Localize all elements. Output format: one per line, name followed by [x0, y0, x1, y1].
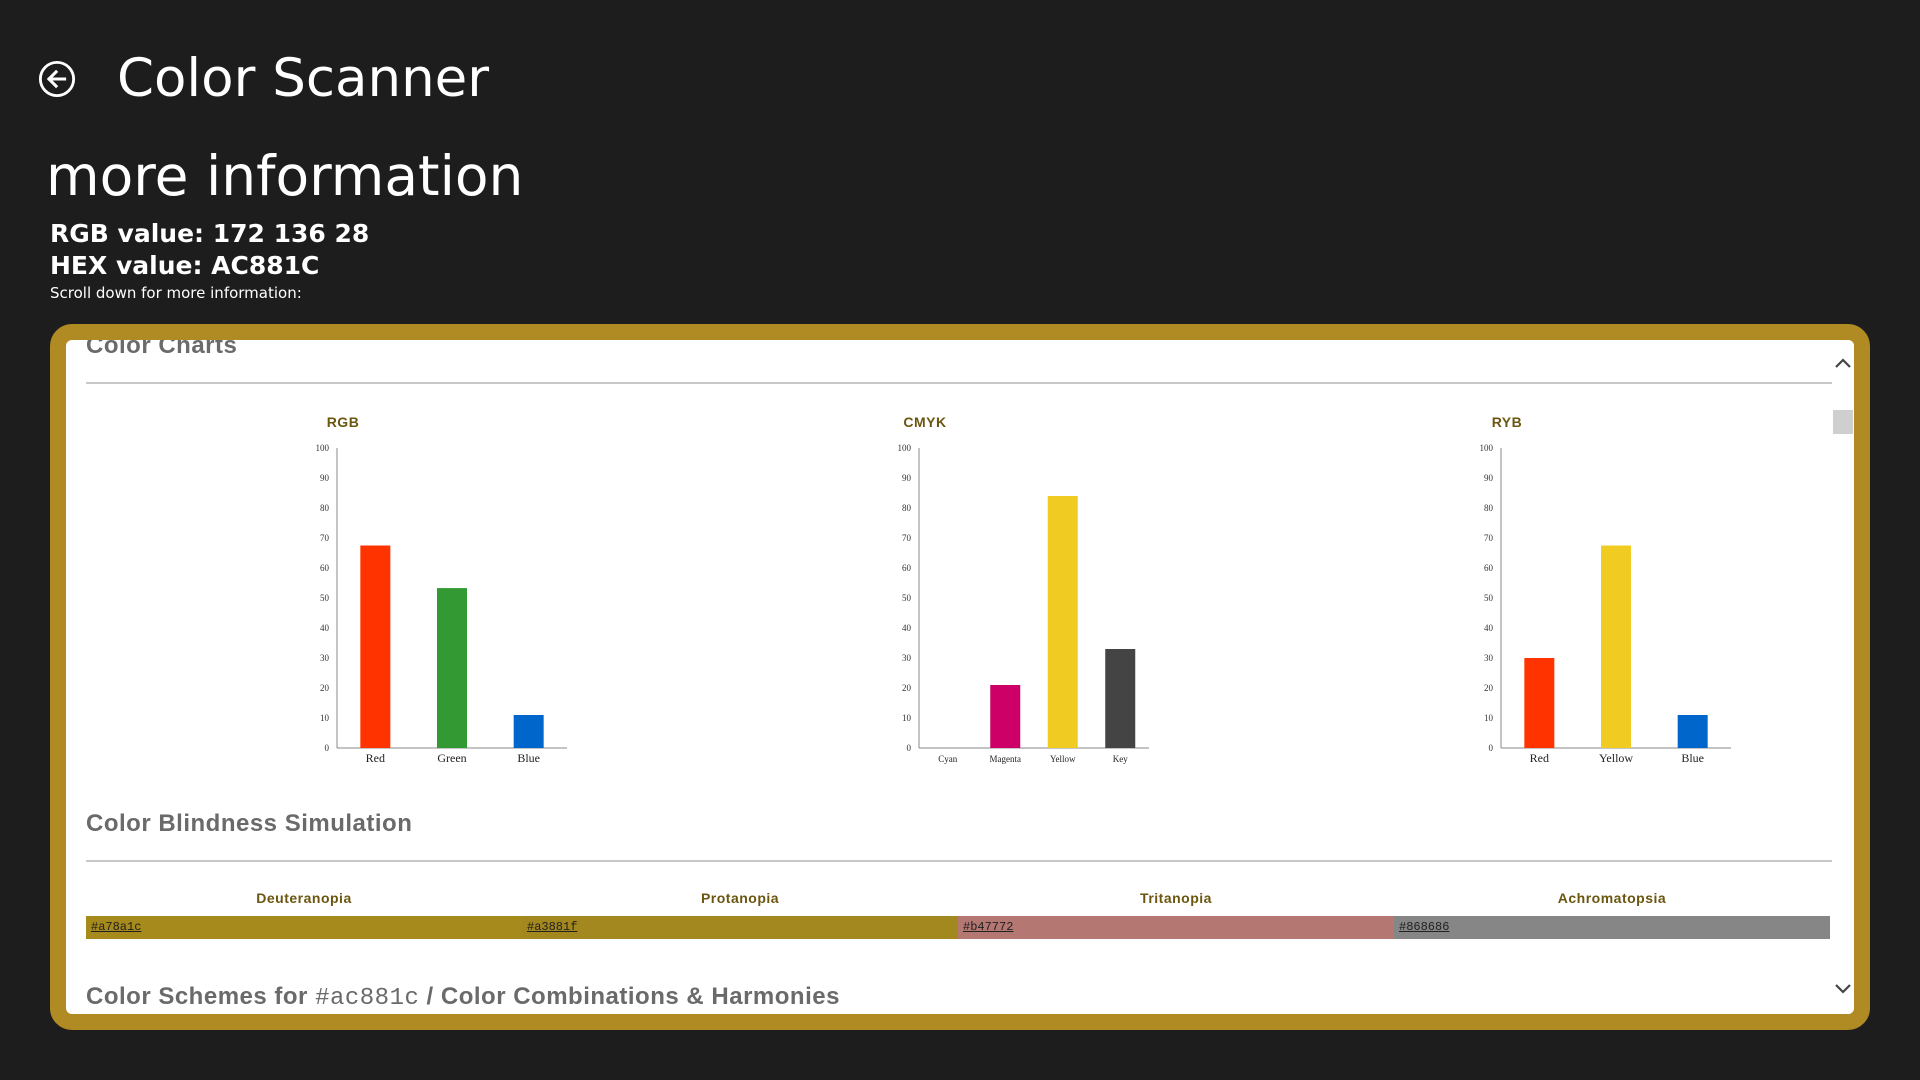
bar-key — [1105, 649, 1136, 748]
y-tick-label: 10 — [320, 713, 330, 723]
y-tick-label: 50 — [320, 593, 330, 603]
rgb-value-text: RGB value: 172 136 28 — [50, 219, 370, 248]
y-tick-label: 0 — [1489, 743, 1494, 753]
bar-blue — [513, 715, 544, 748]
y-tick-label: 100 — [898, 443, 912, 453]
bar-yellow — [1047, 496, 1078, 748]
scroll-hint-text: Scroll down for more information: — [50, 284, 302, 302]
y-tick-label: 0 — [325, 743, 330, 753]
cb-hex-link[interactable]: #a78a1c — [91, 920, 142, 934]
scroll-down-button[interactable] — [1832, 978, 1854, 1000]
x-tick-label: Red — [366, 751, 385, 765]
cb-hex-link[interactable]: #b47772 — [963, 920, 1014, 934]
y-tick-label: 100 — [1480, 443, 1494, 453]
section-title-color-charts: Color Charts — [86, 340, 238, 359]
y-tick-label: 50 — [1484, 593, 1494, 603]
y-tick-label: 20 — [320, 683, 330, 693]
vertical-scrollbar[interactable] — [1832, 340, 1854, 1014]
chevron-up-icon — [1835, 358, 1851, 368]
y-tick-label: 40 — [320, 623, 330, 633]
cb-hex-link[interactable]: #a3881f — [527, 920, 578, 934]
cb-swatch-deuteranopia: #a78a1c — [86, 916, 522, 939]
info-content[interactable]: Color Charts RGB 0 10 20 30 40 50 60 70 80 90 100 R… — [66, 340, 1848, 1014]
cb-heading-protanopia: Protanopia — [700, 890, 780, 906]
chart-cmyk: 0 10 20 30 40 50 60 70 80 90 100 Cyan Magenta Yellow K… — [898, 443, 1149, 764]
y-tick-label: 0 — [907, 743, 912, 753]
y-tick-label: 70 — [320, 533, 330, 543]
y-tick-label: 60 — [1484, 563, 1494, 573]
bar-blue — [1677, 715, 1708, 748]
y-tick-label: 30 — [320, 653, 330, 663]
x-tick-label: Cyan — [938, 754, 957, 764]
schemes-suffix: / Color Combinations & Harmonies — [419, 983, 840, 1010]
bar-red — [1524, 658, 1555, 748]
hex-value-text: HEX value: AC881C — [50, 251, 320, 280]
y-tick-label: 20 — [902, 683, 912, 693]
y-tick-label: 20 — [1484, 683, 1494, 693]
y-tick-label: 90 — [902, 473, 912, 483]
section-title-color-schemes: Color Schemes for #ac881c / Color Combin… — [86, 983, 840, 1012]
y-tick-label: 70 — [902, 533, 912, 543]
section-divider — [86, 860, 1848, 862]
x-tick-label: Green — [437, 751, 466, 765]
chevron-down-icon — [1835, 984, 1851, 994]
x-tick-label: Yellow — [1599, 751, 1633, 765]
y-tick-label: 10 — [902, 713, 912, 723]
cb-swatch-achromatopsia: #868686 — [1394, 916, 1830, 939]
y-tick-label: 80 — [320, 503, 330, 513]
cb-swatch-tritanopia: #b47772 — [958, 916, 1394, 939]
section-divider — [86, 382, 1848, 384]
schemes-prefix: Color Schemes for — [86, 983, 316, 1010]
y-tick-label: 90 — [1484, 473, 1494, 483]
bar-yellow — [1601, 545, 1631, 748]
cb-heading-deuteranopia: Deuteranopia — [256, 890, 352, 906]
y-tick-label: 30 — [902, 653, 912, 663]
y-tick-label: 70 — [1484, 533, 1494, 543]
y-tick-label: 60 — [320, 563, 330, 573]
back-button[interactable] — [38, 60, 76, 98]
app-title: Color Scanner — [117, 48, 490, 109]
cb-hex-link[interactable]: #868686 — [1399, 920, 1450, 934]
section-title-color-blindness: Color Blindness Simulation — [86, 810, 413, 837]
bar-green — [437, 588, 467, 748]
x-tick-label: Blue — [1681, 751, 1704, 765]
schemes-hex: #ac881c — [315, 985, 420, 1012]
x-tick-label: Blue — [517, 751, 540, 765]
chart-ryb: 0 10 20 30 40 50 60 70 80 90 100 Red Yellow Blue — [1480, 443, 1731, 765]
x-tick-label: Red — [1530, 751, 1549, 765]
y-tick-label: 50 — [902, 593, 912, 603]
cb-heading-tritanopia: Tritanopia — [1140, 890, 1212, 906]
y-tick-label: 10 — [1484, 713, 1494, 723]
x-tick-label: Magenta — [990, 754, 1022, 764]
back-arrow-icon — [38, 60, 76, 98]
bar-magenta — [990, 685, 1021, 748]
x-tick-label: Yellow — [1050, 754, 1076, 764]
y-tick-label: 90 — [320, 473, 330, 483]
y-tick-label: 30 — [1484, 653, 1494, 663]
y-tick-label: 80 — [902, 503, 912, 513]
bar-red — [360, 545, 391, 748]
chart-rgb: 0 10 20 30 40 50 60 70 80 90 100 Red Green Blue — [316, 443, 567, 765]
y-tick-label: 80 — [1484, 503, 1494, 513]
chart-title-rgb: RGB — [326, 414, 360, 430]
y-tick-label: 100 — [316, 443, 330, 453]
chart-title-ryb: RYB — [1491, 414, 1523, 430]
info-frame: Color Charts RGB 0 10 20 30 40 50 60 70 80 90 100 R… — [50, 324, 1870, 1030]
y-tick-label: 60 — [902, 563, 912, 573]
cb-swatch-protanopia: #a3881f — [522, 916, 958, 939]
y-tick-label: 40 — [902, 623, 912, 633]
y-tick-label: 40 — [1484, 623, 1494, 633]
page-subtitle: more information — [46, 144, 524, 208]
scroll-up-button[interactable] — [1832, 352, 1854, 374]
scroll-thumb[interactable] — [1833, 410, 1853, 434]
chart-title-cmyk: CMYK — [903, 414, 947, 430]
cb-heading-achromatopsia: Achromatopsia — [1557, 890, 1667, 906]
x-tick-label: Key — [1113, 754, 1128, 764]
